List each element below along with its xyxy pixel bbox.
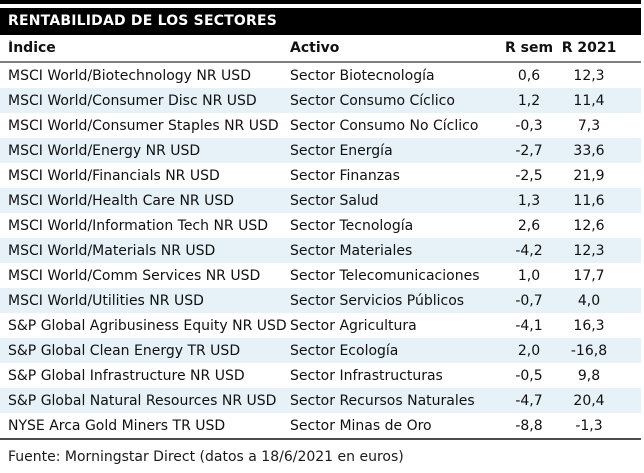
table-row: MSCI World/Comm Services NR USD Sector T… <box>0 263 641 288</box>
ytd-return-cell: 12,3 <box>573 67 605 84</box>
weekly-return-cell: 2,6 <box>517 217 541 234</box>
asset-name-cell: Sector Minas de Oro <box>290 417 432 434</box>
ytd-return-cell: 11,6 <box>573 192 605 209</box>
table-row: MSCI World/Consumer Disc NR USD Sector C… <box>0 88 641 113</box>
table-row: MSCI World/Consumer Staples NR USD Secto… <box>0 113 641 138</box>
weekly-return-cell: -4,2 <box>515 242 543 259</box>
top-rule <box>0 0 641 4</box>
index-name-cell: MSCI World/Health Care NR USD <box>8 192 235 209</box>
asset-name-cell: Sector Materiales <box>290 242 413 259</box>
asset-name-cell: Sector Ecología <box>290 342 399 359</box>
index-name-cell: NYSE Arca Gold Miners TR USD <box>8 417 226 434</box>
table-row: MSCI World/Financials NR USD Sector Fina… <box>0 163 641 188</box>
table-row: S&P Global Natural Resources NR USD Sect… <box>0 388 641 413</box>
ytd-return-cell: 21,9 <box>573 167 605 184</box>
weekly-return-cell: -0,7 <box>515 292 543 309</box>
asset-name-cell: Sector Biotecnología <box>290 67 435 84</box>
table-row: MSCI World/Health Care NR USD Sector Sal… <box>0 188 641 213</box>
weekly-return-cell: -4,1 <box>515 317 543 334</box>
index-name-cell: MSCI World/Comm Services NR USD <box>8 267 261 284</box>
asset-name-cell: Sector Salud <box>290 192 379 209</box>
ytd-return-cell: 12,6 <box>573 217 605 234</box>
table-row: MSCI World/Biotechnology NR USD Sector B… <box>0 63 641 88</box>
ytd-return-cell: 20,4 <box>573 392 605 409</box>
weekly-return-cell: 1,0 <box>517 267 541 284</box>
table-row: MSCI World/Energy NR USD Sector Energía … <box>0 138 641 163</box>
index-name-cell: MSCI World/Information Tech NR USD <box>8 217 269 234</box>
weekly-return-cell: 1,2 <box>517 92 541 109</box>
index-name-cell: MSCI World/Financials NR USD <box>8 167 220 184</box>
ytd-return-cell: 4,0 <box>577 292 601 309</box>
asset-name-cell: Sector Tecnología <box>290 217 414 234</box>
table-row: MSCI World/Materials NR USD Sector Mater… <box>0 238 641 263</box>
column-header-row: Índice Activo R sem R 2021 <box>0 35 641 63</box>
table-row: NYSE Arca Gold Miners TR USD Sector Mina… <box>0 413 641 438</box>
table-row: MSCI World/Utilities NR USD Sector Servi… <box>0 288 641 313</box>
asset-name-cell: Sector Infrastructuras <box>290 367 443 384</box>
ytd-return-cell: 11,4 <box>573 92 605 109</box>
ytd-return-cell: 12,3 <box>573 242 605 259</box>
index-name-cell: MSCI World/Consumer Disc NR USD <box>8 92 257 109</box>
index-name-cell: S&P Global Clean Energy TR USD <box>8 342 241 359</box>
ytd-return-cell: 7,3 <box>577 117 601 134</box>
asset-name-cell: Sector Recursos Naturales <box>290 392 475 409</box>
weekly-return-cell: 1,3 <box>517 192 541 209</box>
table-row: S&P Global Agribusiness Equity NR USD Se… <box>0 313 641 338</box>
asset-name-cell: Sector Consumo Cíclico <box>290 92 455 109</box>
index-name-cell: S&P Global Agribusiness Equity NR USD <box>8 317 287 334</box>
ytd-return-cell: 9,8 <box>577 367 601 384</box>
table-body: MSCI World/Biotechnology NR USD Sector B… <box>0 63 641 438</box>
index-name-cell: MSCI World/Consumer Staples NR USD <box>8 117 279 134</box>
ytd-return-cell: 17,7 <box>573 267 605 284</box>
ytd-return-cell: 16,3 <box>573 317 605 334</box>
index-name-cell: S&P Global Infrastructure NR USD <box>8 367 245 384</box>
source-note: Fuente: Morningstar Direct (datos a 18/6… <box>8 449 404 465</box>
column-header-activo: Activo <box>290 40 340 56</box>
weekly-return-cell: -4,7 <box>515 392 543 409</box>
sector-returns-table: RENTABILIDAD DE LOS SECTORES Índice Acti… <box>0 0 641 465</box>
weekly-return-cell: 2,0 <box>517 342 541 359</box>
bottom-rule <box>0 438 641 440</box>
index-name-cell: MSCI World/Utilities NR USD <box>8 292 204 309</box>
column-header-indice: Índice <box>8 40 56 56</box>
asset-name-cell: Sector Finanzas <box>290 167 400 184</box>
column-header-r-sem: R sem <box>505 40 554 56</box>
index-name-cell: S&P Global Natural Resources NR USD <box>8 392 277 409</box>
index-name-cell: MSCI World/Biotechnology NR USD <box>8 67 251 84</box>
asset-name-cell: Sector Servicios Públicos <box>290 292 465 309</box>
weekly-return-cell: -0,5 <box>515 367 543 384</box>
ytd-return-cell: -16,8 <box>570 342 608 359</box>
weekly-return-cell: -8,8 <box>515 417 543 434</box>
asset-name-cell: Sector Telecomunicaciones <box>290 267 480 284</box>
weekly-return-cell: 0,6 <box>517 67 541 84</box>
ytd-return-cell: 33,6 <box>573 142 605 159</box>
weekly-return-cell: -2,5 <box>515 167 543 184</box>
table-title: RENTABILIDAD DE LOS SECTORES <box>0 8 641 35</box>
table-row: MSCI World/Information Tech NR USD Secto… <box>0 213 641 238</box>
column-header-r-2021: R 2021 <box>561 40 617 56</box>
weekly-return-cell: -0,3 <box>515 117 543 134</box>
table-row: S&P Global Clean Energy TR USD Sector Ec… <box>0 338 641 363</box>
index-name-cell: MSCI World/Materials NR USD <box>8 242 216 259</box>
weekly-return-cell: -2,7 <box>515 142 543 159</box>
index-name-cell: MSCI World/Energy NR USD <box>8 142 201 159</box>
asset-name-cell: Sector Agricultura <box>290 317 417 334</box>
ytd-return-cell: -1,3 <box>575 417 603 434</box>
table-row: S&P Global Infrastructure NR USD Sector … <box>0 363 641 388</box>
asset-name-cell: Sector Consumo No Cíclico <box>290 117 479 134</box>
asset-name-cell: Sector Energía <box>290 142 393 159</box>
